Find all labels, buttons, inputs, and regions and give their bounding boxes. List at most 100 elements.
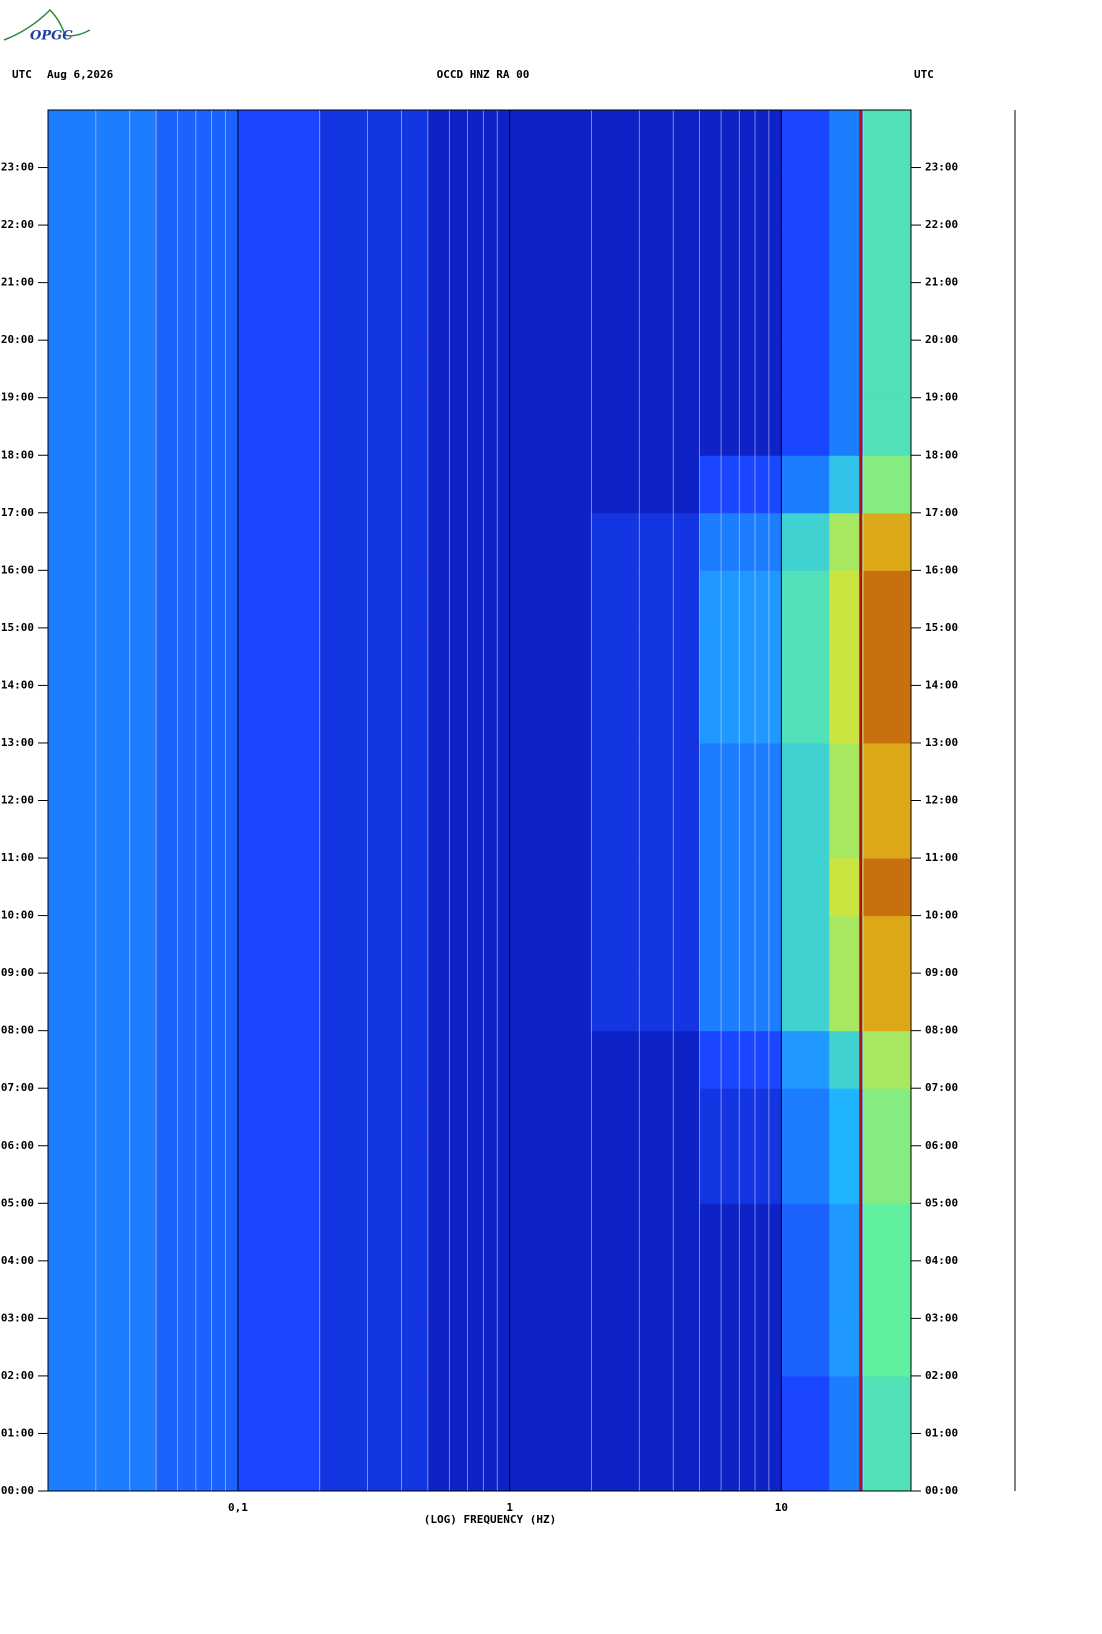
spectrogram-cell [48,570,157,629]
spectrogram-cell [829,800,864,859]
y-tick-label-left: 07:00 [1,1081,34,1094]
spectrogram-cell [863,455,912,514]
spectrogram-cell [591,915,701,974]
spectrogram-cell [509,858,592,917]
spectrogram-cell [591,973,701,1032]
spectrogram-cell [591,1088,701,1147]
spectrogram-cell [427,973,511,1032]
spectrogram-cell [591,858,701,917]
spectrogram-cell [48,282,157,341]
spectrogram-cell [591,512,701,571]
spectrogram-cell [509,512,592,571]
spectrogram-cell [48,397,157,456]
spectrogram-cell [156,570,239,629]
spectrogram-cell [863,282,912,341]
spectrogram-cell [829,915,864,974]
spectrogram-cell [319,973,429,1032]
y-tick-label-left: 10:00 [1,909,34,922]
spectrogram-cell [427,1260,511,1319]
spectrogram-cell [156,1375,239,1434]
spectrogram-cell [591,282,701,341]
spectrogram-cell [319,742,429,801]
spectrogram-cell [237,397,321,456]
x-tick-label: 1 [506,1501,513,1514]
spectrogram-cell [863,225,912,284]
plot-frame [47,109,912,1492]
spectrogram-cell [863,627,912,686]
y-tick-label-left: 08:00 [1,1024,34,1037]
spectrogram-cell [591,225,701,284]
spectrogram-cell [156,282,239,341]
y-tick-label-left: 21:00 [1,276,34,289]
spectrogram-cell [156,742,239,801]
utc-left: UTC [12,68,32,81]
spectrogram-cell [156,915,239,974]
spectrogram-cell [829,973,864,1032]
spectrogram-cell [509,800,592,859]
spectrogram-cell [863,685,912,744]
spectrogram-cell [781,1203,830,1262]
spectrogram-cell [48,512,157,571]
spectrogram-cell [237,225,321,284]
spectrogram-cell [509,1145,592,1204]
spectrogram-cell [591,455,701,514]
y-tick-label-left: 03:00 [1,1311,34,1324]
spectrogram-cell [156,110,239,169]
spectrogram-cell [319,397,429,456]
spectrogram-cell [863,1145,912,1204]
spectrogram-cell [427,455,511,514]
spectrogram-cell [509,570,592,629]
spectrogram-cell [863,1203,912,1262]
y-tick-label-left: 11:00 [1,851,34,864]
spectrogram-cell [699,1145,782,1204]
spectrogram-cell [591,110,701,169]
spectrogram-cell [427,512,511,571]
spectrogram-cell [156,800,239,859]
spectrogram-cell [509,742,592,801]
spectrogram-cell [829,1030,864,1089]
spectrogram-cell [509,1203,592,1262]
spectrogram-cell [699,167,782,226]
spectrogram-cell [699,225,782,284]
y-tick-label-left: 02:00 [1,1369,34,1382]
spectrogram-cell [591,1433,701,1492]
spectrogram-cell [48,742,157,801]
spectrogram-cell [509,282,592,341]
y-tick-label-left: 12:00 [1,794,34,807]
spectrogram-cell [781,1260,830,1319]
spectrogram-cell [319,685,429,744]
spectrogram-cell [863,915,912,974]
spectrogram-cell [509,397,592,456]
spectrogram-cell [781,397,830,456]
spectrogram-cell [427,1145,511,1204]
spectrogram-cell [319,570,429,629]
spectrogram-cell [237,1318,321,1377]
y-tick-label-left: 23:00 [1,161,34,174]
spectrogram-cell [781,800,830,859]
spectrogram-cell [829,1318,864,1377]
spectrogram-cell [427,627,511,686]
y-tick-label-right: 02:00 [925,1369,958,1382]
spectrogram-cell [781,1375,830,1434]
spectrogram-cell [319,512,429,571]
spectrogram-cell [781,1318,830,1377]
spectrogram-cell [156,858,239,917]
spectrogram-cell [427,858,511,917]
spectrogram-cell [319,1318,429,1377]
spectrogram-cell [427,570,511,629]
spectrogram-cell [48,1030,157,1089]
spectrogram-cell [781,167,830,226]
y-tick-label-right: 09:00 [925,966,958,979]
y-tick-label-left: 09:00 [1,966,34,979]
y-tick-label-left: 05:00 [1,1196,34,1209]
spectrogram-cell [48,800,157,859]
spectrogram-cell [319,455,429,514]
spectrogram-cell [781,1145,830,1204]
spectrogram-cell [829,225,864,284]
spectrogram-cell [156,1260,239,1319]
spectrogram-cell [237,1203,321,1262]
spectrogram-cell [156,685,239,744]
spectrogram-cell [237,1260,321,1319]
y-tick-label-right: 08:00 [925,1024,958,1037]
